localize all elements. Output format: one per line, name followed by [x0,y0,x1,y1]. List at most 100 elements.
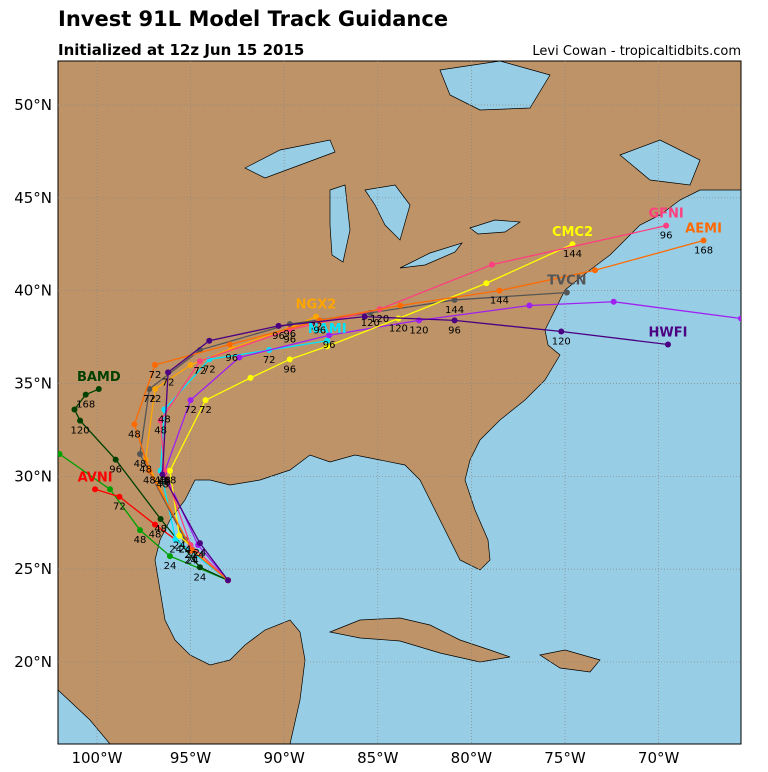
track-point [324,343,331,350]
lake-superior [244,139,336,179]
forecast-hour-label: 72 [113,502,126,513]
track-point [95,386,102,393]
track-point [700,237,707,244]
forecast-hour-label: 72 [162,377,175,388]
track-point [146,467,153,474]
forecast-hour-label: 96 [283,335,296,346]
track-point [151,521,158,528]
lat-tick-label: 20°N [14,653,52,671]
forecast-hour-label: 24 [192,550,205,561]
track-point [77,417,84,424]
forecast-hour-label: 24 [169,544,182,555]
forecast-hour-label: 48 [158,478,171,489]
track-point [189,547,196,554]
forecast-hour-label: 120 [361,318,380,329]
forecast-hour-label: 48 [134,535,147,546]
track-point [738,315,741,322]
track-point [137,527,144,534]
forecast-hour-label: 24 [164,561,177,572]
lon-tick-label: 70°W [638,749,680,767]
forecast-hour-label: 48 [158,476,171,487]
track-point [397,302,404,309]
forecast-hour-label: 72 [149,370,162,381]
track-point [151,361,158,368]
forecast-hour-label: 48 [149,530,162,541]
subtitle: Initialized at 12z Jun 15 2015 [58,41,304,59]
cuba [328,617,511,663]
forecast-hour-label: 96 [448,325,461,336]
lat-tick-label: 45°N [14,189,52,207]
forecast-hour-label: 120 [389,323,408,334]
lon-tick-label: 75°W [544,749,586,767]
gulf-st-lawrence [619,139,701,186]
track-line [169,243,573,581]
forecast-hour-label: 48 [158,414,171,425]
track-point [166,467,173,474]
forecast-hour-label: 72 [199,405,212,416]
track-point [166,553,173,560]
forecast-hour-label: 72 [263,355,276,366]
track-point [157,515,164,522]
hispaniola [539,649,601,673]
forecast-hour-label: 24 [173,541,186,552]
forecast-hour-label: 24 [194,548,207,559]
track-point [146,386,153,393]
frame [57,60,742,745]
track-point [664,341,671,348]
forecast-hour-label: 168 [694,246,713,257]
track-point [82,391,89,398]
model-name: CMC2 [552,225,593,240]
lat-tick-label: 50°N [14,96,52,114]
credit: Levi Cowan - tropicaltidbits.com [532,44,741,59]
track-point [275,322,282,329]
track-point [663,222,670,229]
track-point [236,354,243,361]
forecast-hour-label: 120 [552,336,571,347]
forecast-hour-label: 48 [154,476,167,487]
forecast-hour-label: 72 [194,366,207,377]
forecast-hour-label: 96 [225,353,238,364]
lon-tick-label: 85°W [357,749,399,767]
track-point [107,486,114,493]
track-point [563,289,570,296]
lon-tick-label: 90°W [263,749,305,767]
track-point [58,451,63,458]
track-point [226,341,233,348]
model-name: TVCN [547,274,586,289]
track-point [116,493,123,500]
track-point [165,369,172,376]
track-point [176,532,183,539]
model-name: GFNI [648,207,683,222]
forecast-hour-label: 120 [71,426,90,437]
forecast-hour-label: 48 [128,429,141,440]
track-point [361,313,368,320]
track-point [92,486,99,493]
track-point [526,302,533,309]
track-point [196,358,203,365]
forecast-hour-label: 96 [283,329,296,340]
forecast-hour-label: 72 [143,394,156,405]
track-line [161,315,669,581]
track-point [247,374,254,381]
lat-tick-label: 35°N [14,374,52,392]
forecast-hour-label: 48 [139,465,152,476]
lat-tick-label: 25°N [14,560,52,578]
forecast-hour-label: 48 [143,476,156,487]
forecast-hour-label: 24 [179,544,192,555]
forecast-hour-label: 144 [445,305,464,316]
forecast-hour-label: 24 [186,556,199,567]
track-point [159,471,166,478]
forecast-hour-label: 48 [134,459,147,470]
forecast-hour-label: 72 [310,322,323,333]
track-point [312,313,319,320]
track-point [286,356,293,363]
forecast-hour-label: 120 [409,325,428,336]
lon-tick-label: 100°W [71,749,122,767]
forecast-hour-label: 96 [323,340,336,351]
track-point [71,406,78,413]
track-point [496,287,503,294]
lake-michigan [329,184,351,263]
forecast-hour-label: 96 [272,331,285,342]
